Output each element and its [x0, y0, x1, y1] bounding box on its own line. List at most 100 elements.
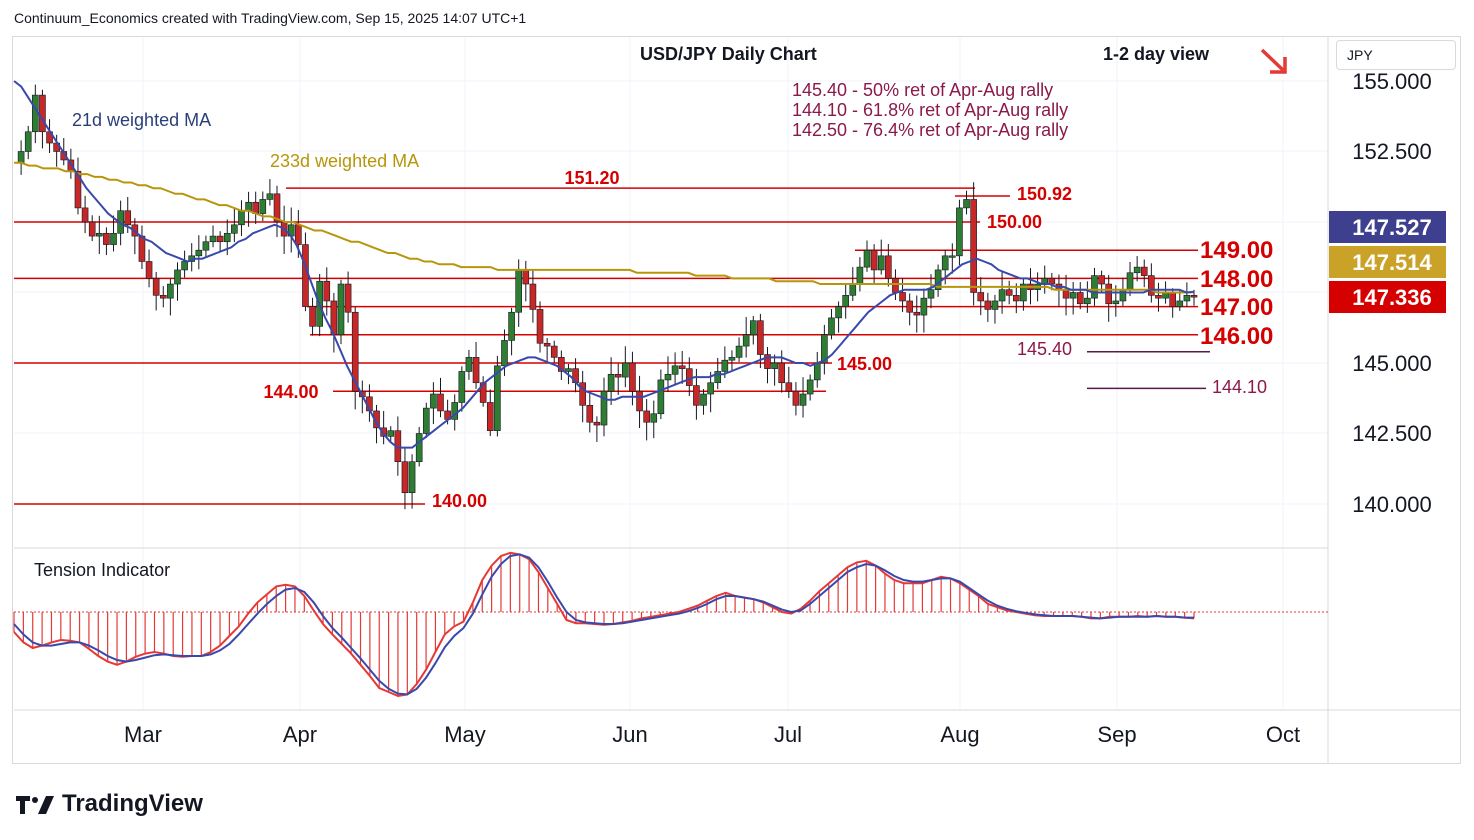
candle-body — [323, 280, 331, 302]
candle-body — [941, 255, 949, 271]
tension-slow-line — [13, 553, 1194, 696]
candle-body — [885, 255, 892, 279]
candle-body — [600, 390, 608, 426]
price-tag-box — [1329, 211, 1446, 243]
level-label: 140.00 — [432, 491, 487, 511]
grid-lines — [14, 37, 1328, 710]
candle-body — [678, 365, 686, 369]
candle-body — [998, 289, 1006, 302]
candle-body — [906, 300, 913, 313]
candle-body — [458, 371, 466, 403]
candle-body — [181, 261, 188, 271]
candle-body — [1012, 295, 1020, 302]
view-label: 1-2 day view — [1103, 44, 1210, 64]
level-label: 144.00 — [263, 382, 318, 402]
candle-body — [302, 244, 309, 307]
candle-body — [856, 266, 864, 285]
candle-body — [636, 390, 643, 412]
x-tick-label: Aug — [940, 722, 979, 747]
tension-title: Tension Indicator — [34, 560, 170, 580]
candle-body — [742, 334, 750, 347]
candle-body — [273, 193, 281, 223]
candle-body — [1112, 300, 1120, 305]
candle-body — [799, 393, 807, 406]
candle-body — [479, 382, 487, 403]
fib-note: 144.10 - 61.8% ret of Apr-Aug rally — [792, 100, 1068, 120]
candle-body — [17, 151, 25, 164]
candle-body — [586, 404, 594, 423]
candle-body — [764, 354, 771, 369]
candle-body — [1140, 266, 1148, 276]
candle-body — [202, 241, 210, 251]
level-label: 148.00 — [1200, 266, 1273, 293]
chart-frame[interactable] — [12, 36, 1461, 764]
candle-body — [977, 292, 985, 302]
fib-note: 142.50 - 76.4% ret of Apr-Aug rally — [792, 120, 1068, 140]
level-label: 147.00 — [1200, 294, 1273, 321]
candle-body — [657, 379, 665, 415]
candle-body — [899, 292, 906, 302]
x-tick-label: May — [444, 722, 486, 747]
candle-body — [465, 357, 473, 372]
candle-body — [991, 300, 999, 310]
candle-body — [74, 170, 82, 209]
candle-body — [88, 221, 96, 237]
candle-body — [956, 207, 963, 257]
candle-body — [472, 357, 480, 384]
x-tick-label: Apr — [283, 722, 317, 747]
candle-body — [728, 357, 736, 361]
level-lines: 151.20 150.92 150.00 149.00148.00147.00146.… — [14, 168, 1273, 511]
tradingview-footer[interactable]: TradingView — [16, 790, 203, 818]
candle-body — [949, 255, 956, 258]
tradingview-brand: TradingView — [62, 790, 203, 817]
candle-body — [643, 410, 650, 423]
candle-body — [593, 421, 601, 426]
candle-body — [238, 210, 245, 226]
candle-body — [828, 317, 835, 336]
candle-body — [167, 283, 174, 299]
candle-body — [1105, 283, 1112, 305]
candle-body — [415, 433, 423, 463]
level-label: 146.00 — [1200, 323, 1273, 350]
candle-body — [849, 283, 857, 296]
price-tag-box — [1329, 281, 1446, 313]
candle-body — [778, 362, 786, 384]
candle-body — [970, 199, 977, 293]
candle-body — [1091, 275, 1098, 299]
level-label: 151.20 — [564, 168, 619, 188]
candle-body — [216, 235, 224, 243]
currency-selector[interactable]: JPY — [1336, 40, 1456, 70]
price-tag-ma21: 147.527 — [1329, 211, 1446, 243]
chart-header: Continuum_Economics created with Trading… — [14, 10, 527, 26]
candle-body — [813, 362, 821, 381]
candle-body — [195, 249, 203, 257]
price-tag-label: 147.527 — [1352, 215, 1432, 240]
candle-body — [721, 359, 729, 372]
candle-body — [749, 320, 757, 336]
candle-body — [1148, 275, 1155, 296]
arrow-shaft — [1260, 48, 1285, 72]
candle-body — [927, 289, 935, 299]
price-tag-box — [1329, 246, 1446, 278]
candle-body — [1020, 283, 1027, 302]
candle-body — [1005, 289, 1013, 296]
candle-body — [387, 430, 395, 437]
y-tick-label: 142.500 — [1352, 421, 1432, 446]
candle-body — [785, 382, 793, 392]
candle-body — [245, 201, 252, 212]
candle-body — [309, 306, 316, 327]
ma21-label: 21d weighted MA — [72, 110, 211, 130]
level-label: 149.00 — [1200, 237, 1273, 264]
candle-body — [231, 224, 238, 234]
candle-body — [103, 232, 110, 245]
candle-body — [664, 373, 672, 381]
candle-body — [159, 295, 167, 299]
candle-body — [1084, 297, 1091, 305]
arrow-head — [1270, 57, 1287, 74]
candle-body — [558, 357, 565, 372]
y-tick-label: 155.000 — [1352, 69, 1432, 94]
candle-body — [422, 407, 430, 434]
candle-body — [920, 297, 928, 316]
candle-body — [124, 210, 132, 226]
